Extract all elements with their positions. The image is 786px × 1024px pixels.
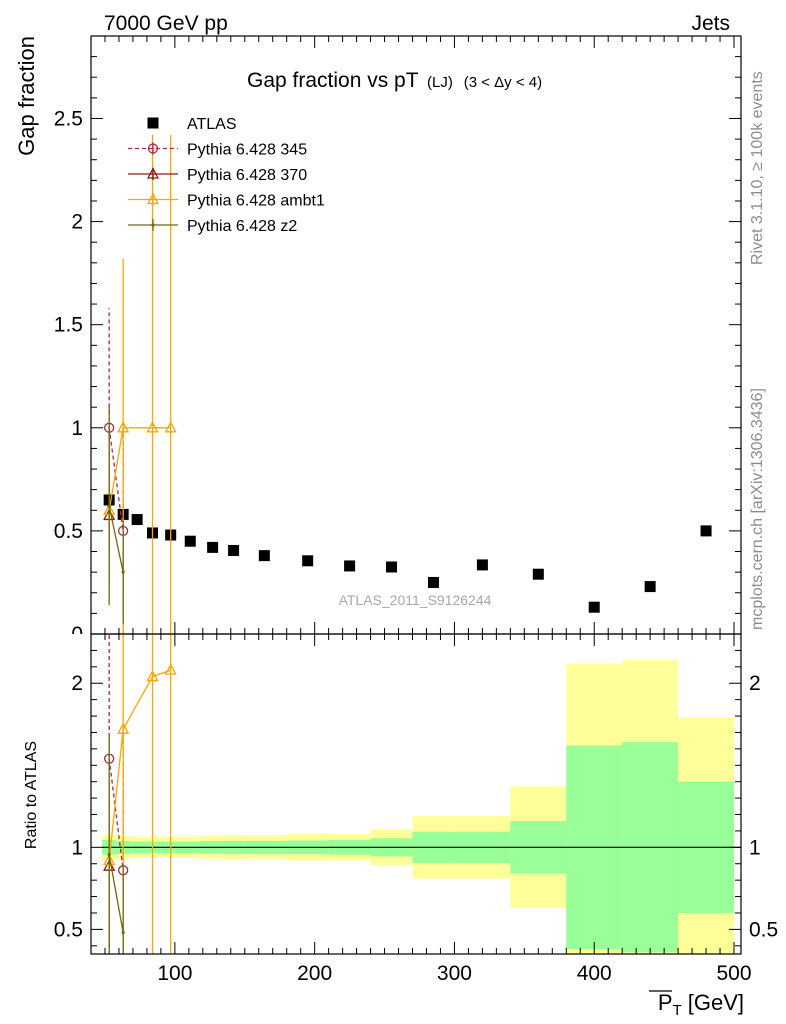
data-point	[207, 541, 219, 553]
main-y-axis-label: Gap fraction	[14, 36, 39, 156]
legend-label: Pythia 6.428 345	[187, 142, 307, 159]
header-right: Jets	[691, 12, 730, 35]
data-point	[427, 576, 439, 588]
legend-item: ATLAS	[147, 116, 237, 133]
main-panel: 0.5 1 1.5 2 2.5 0 Gap fraction Gap fraction v…	[14, 35, 742, 646]
ratio-data-point	[164, 663, 177, 675]
main-data-layer	[103, 134, 712, 634]
x-axis-label-main: P	[658, 990, 673, 1015]
series-line	[108, 427, 171, 511]
data-point	[588, 601, 600, 613]
data-point	[386, 561, 398, 573]
main-ytick-label: 0.5	[54, 520, 83, 543]
ratio-data-layer	[103, 634, 177, 954]
main-ytick-label: 2.5	[54, 107, 83, 130]
ratio-data-point	[107, 853, 111, 857]
x-tick-label: 400	[577, 962, 612, 985]
data-point	[228, 544, 240, 556]
data-point	[117, 420, 130, 433]
series-line	[108, 427, 124, 531]
ratio-panel: 0.5 0.5 1 1 2 2 100 200 300 400 500 Ratio to ATLAS…	[23, 633, 778, 1019]
ratio-series-line	[108, 669, 171, 861]
watermark: ATLAS_2011_S9126244	[339, 592, 492, 608]
ratio-y-axis-label: Ratio to ATLAS	[23, 741, 40, 849]
series-line	[108, 506, 124, 573]
x-axis-label-sub: T	[673, 1002, 682, 1019]
legend-marker	[146, 192, 160, 205]
ratio-series-pythia-6-428-z2	[107, 734, 125, 954]
data-point	[164, 420, 177, 433]
main-title: Gap fraction vs pT (LJ) (3 < Δy < 4)	[247, 69, 542, 92]
ratio-data-point	[117, 722, 130, 734]
series-pythia-6-428-ambt1	[103, 134, 177, 634]
x-axis-label-text: PT [GeV]	[658, 990, 744, 1019]
data-point	[184, 535, 196, 547]
ratio-bands	[102, 660, 735, 954]
series-pythia-6-428-z2	[107, 407, 125, 624]
ratio-series-line	[108, 758, 124, 871]
main-axis-ticks: 0.5 1 1.5 2 2.5 0	[54, 36, 741, 646]
ratio-data-point	[146, 669, 159, 682]
ratio-ytick-label-right: 1	[749, 836, 761, 859]
data-point	[302, 555, 314, 567]
legend-marker	[147, 143, 159, 154]
legend-marker	[146, 167, 160, 179]
data-point	[344, 560, 356, 572]
main-ytick-label: 1	[71, 417, 83, 440]
legend-label: ATLAS	[187, 116, 237, 133]
ratio-ytick-label-right: 2	[749, 672, 761, 695]
legend-marker	[151, 223, 155, 227]
legend-marker	[147, 117, 159, 129]
legend-item: Pythia 6.428 z2	[128, 218, 297, 235]
legend-item: Pythia 6.428 370	[128, 167, 307, 184]
x-tick-label: 300	[437, 962, 472, 985]
mcplots-label: mcplots.cern.ch [arXiv:1306.3436]	[749, 388, 766, 630]
title-main: Gap fraction vs pT	[247, 69, 419, 92]
x-axis-label: PT [GeV]	[649, 990, 744, 1019]
x-axis-label-unit: [GeV]	[688, 990, 744, 1015]
data-point	[107, 504, 111, 508]
data-point	[146, 420, 159, 433]
ratio-series-pythia-6-428-ambt1	[103, 634, 177, 954]
title-cut: (3 < Δy < 4)	[464, 74, 542, 91]
x-tick-label: 100	[157, 962, 192, 985]
data-point	[476, 559, 488, 571]
ratio-ytick-label: 1	[71, 836, 83, 859]
ratio-axis-ticks: 0.5 0.5 1 1 2 2 100 200 300 400 500	[54, 634, 778, 985]
ratio-ytick-label: 0.5	[54, 918, 83, 941]
legend-item: Pythia 6.428 ambt1	[128, 193, 325, 210]
x-tick-label: 500	[716, 962, 751, 985]
legend-item: Pythia 6.428 345	[128, 142, 307, 159]
legend-label: Pythia 6.428 370	[187, 167, 307, 184]
legend-label: Pythia 6.428 z2	[187, 218, 297, 235]
data-point	[258, 550, 270, 562]
ratio-ytick-label-right: 0.5	[749, 918, 778, 941]
data-point	[532, 568, 544, 580]
data-point	[131, 514, 143, 526]
data-point	[644, 581, 656, 593]
ratio-ytick-label: 2	[71, 672, 83, 695]
rivet-label: Rivet 3.1.10, ≥ 100k events	[749, 71, 766, 265]
main-ytick-label: 1.5	[54, 314, 83, 337]
ratio-series-line	[108, 854, 124, 933]
x-tick-label: 200	[297, 962, 332, 985]
ratio-frame	[90, 633, 742, 955]
data-point	[700, 525, 712, 537]
main-ytick-label: 2	[71, 211, 83, 234]
legend-label: Pythia 6.428 ambt1	[187, 193, 325, 210]
legend: ATLAS Pythia 6.428 345 Pythia 6.428 370 Pyt…	[128, 116, 325, 235]
ratio-data-point	[121, 931, 125, 935]
data-point	[121, 570, 125, 574]
header-left: 7000 GeV pp	[104, 12, 228, 35]
title-sub: (LJ)	[427, 74, 453, 91]
main-ytick-label-zero: 0	[71, 623, 83, 646]
